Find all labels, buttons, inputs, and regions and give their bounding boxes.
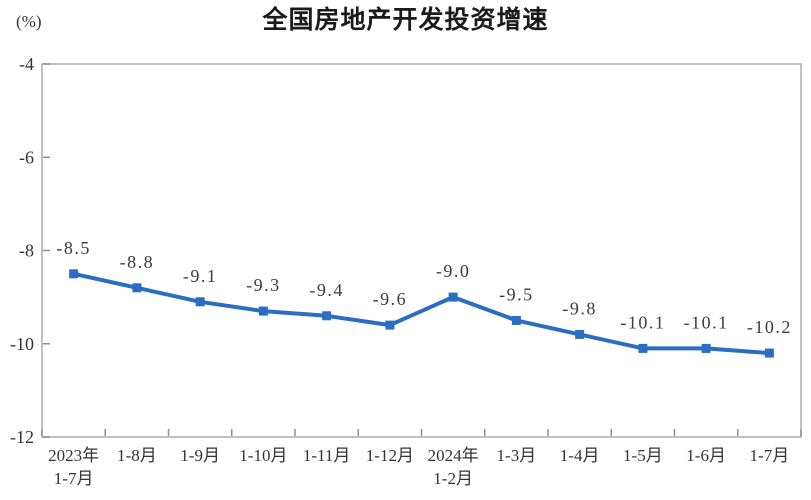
- data-point-label: -9.4: [309, 280, 344, 300]
- y-axis-unit-label: (%): [16, 12, 42, 31]
- series-line: [71, 271, 772, 356]
- data-point-label: -9.3: [246, 275, 281, 295]
- x-axis-category-label: 1-11月: [303, 446, 351, 465]
- x-axis-category-label: 1-2月: [433, 469, 473, 488]
- data-point-marker: [575, 329, 585, 339]
- data-point-marker: [764, 348, 774, 358]
- plot-border: [41, 63, 802, 438]
- data-point-label: -10.1: [620, 312, 665, 332]
- data-point-marker: [322, 311, 332, 321]
- x-axis-category-label: 2023年: [48, 446, 99, 465]
- x-axis-category-label: 2024年: [428, 446, 479, 465]
- x-axis-category-label: 1-7月: [54, 469, 94, 488]
- data-point-label: -10.2: [747, 317, 792, 337]
- x-axis-category-label: 1-9月: [180, 446, 220, 465]
- data-point-marker: [448, 292, 458, 302]
- data-point-marker: [69, 269, 79, 279]
- data-point-label: -8.8: [120, 252, 155, 272]
- x-axis-category-label: 1-12月: [366, 446, 414, 465]
- data-point-marker: [258, 306, 268, 316]
- y-axis-tick-label: -4: [19, 54, 34, 74]
- data-point-label: -8.5: [56, 238, 91, 258]
- data-point-marker: [132, 283, 142, 293]
- x-axis-category-label: 1-5月: [623, 446, 663, 465]
- x-axis-category-label: 1-4月: [560, 446, 600, 465]
- data-point-label: -9.0: [436, 261, 471, 281]
- x-axis-category-label: 1-3月: [497, 446, 537, 465]
- x-axis-category-label: 1-8月: [117, 446, 157, 465]
- data-point-marker: [701, 343, 711, 353]
- y-axis-tick-label: -6: [19, 147, 34, 167]
- data-point-marker: [638, 343, 648, 353]
- data-point-label: -9.8: [562, 298, 597, 318]
- data-point-marker: [385, 320, 395, 330]
- x-axis-category-label: 1-7月: [750, 446, 790, 465]
- data-point-marker: [195, 297, 205, 307]
- x-axis-category-label: 1-10月: [239, 446, 287, 465]
- y-axis-tick-label: -12: [10, 427, 34, 447]
- data-point-label: -10.1: [684, 312, 729, 332]
- y-axis-tick-label: -10: [10, 334, 34, 354]
- x-axis-category-label: 1-6月: [686, 446, 726, 465]
- y-axis-tick-label: -8: [19, 241, 34, 261]
- data-point-label: -9.5: [499, 284, 534, 304]
- data-point-marker: [511, 315, 521, 325]
- data-point-label: -9.1: [183, 266, 218, 286]
- chart-title: 全国房地产开发投资增速: [262, 6, 549, 34]
- data-point-label: -9.6: [373, 289, 408, 309]
